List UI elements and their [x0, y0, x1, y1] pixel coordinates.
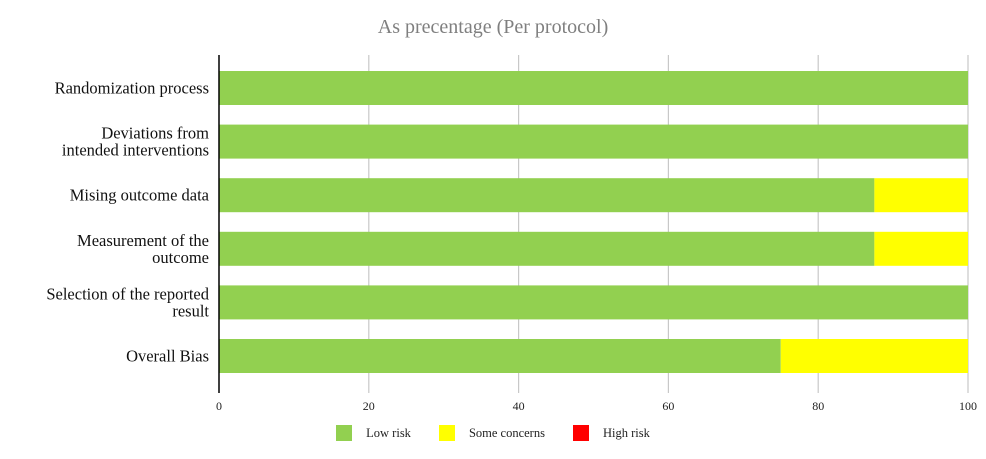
- bar-segment: [219, 285, 968, 320]
- legend-swatch: [438, 425, 455, 441]
- legend-label: Low risk: [366, 425, 411, 440]
- category-label: Mising outcome data: [70, 186, 210, 205]
- bar-segment: [874, 231, 968, 266]
- category-label: intended interventions: [62, 141, 209, 160]
- category-label: Deviations from: [101, 124, 209, 143]
- legend-label: High risk: [602, 425, 650, 440]
- legend-label: Some concerns: [468, 425, 545, 440]
- bar-segment: [219, 178, 875, 213]
- plot-area: 0 20 40 60 80 100 Randomization process Deviati…: [46, 55, 977, 413]
- x-tick-label: 40: [513, 399, 525, 413]
- x-tick-label: 0: [216, 399, 222, 413]
- category-label: Overall Bias: [126, 347, 209, 366]
- chart-title: As precentage (Per protocol): [377, 16, 609, 38]
- legend-item: Low risk: [336, 425, 411, 441]
- legend-item: Some concerns: [438, 425, 545, 441]
- legend-swatch: [336, 425, 353, 441]
- legend-item: High risk: [572, 425, 650, 441]
- bar-segment: [219, 124, 968, 159]
- bar-segment: [219, 339, 781, 373]
- bar-segment: [219, 231, 875, 266]
- x-tick-label: 100: [959, 399, 977, 413]
- category-label: Randomization process: [55, 79, 209, 98]
- legend: Low risk Some concerns High risk: [0, 425, 986, 441]
- bar-segment: [874, 178, 968, 213]
- bar-segment: [780, 339, 968, 373]
- x-tick-label: 60: [662, 399, 674, 413]
- x-tick-label: 80: [812, 399, 824, 413]
- category-label: result: [172, 301, 209, 320]
- category-label: Selection of the reported: [46, 284, 209, 303]
- category-label: Measurement of the: [77, 231, 209, 250]
- bar-segment: [219, 71, 968, 105]
- x-tick-label: 20: [363, 399, 375, 413]
- category-label: outcome: [152, 248, 209, 267]
- legend-swatch: [572, 425, 589, 441]
